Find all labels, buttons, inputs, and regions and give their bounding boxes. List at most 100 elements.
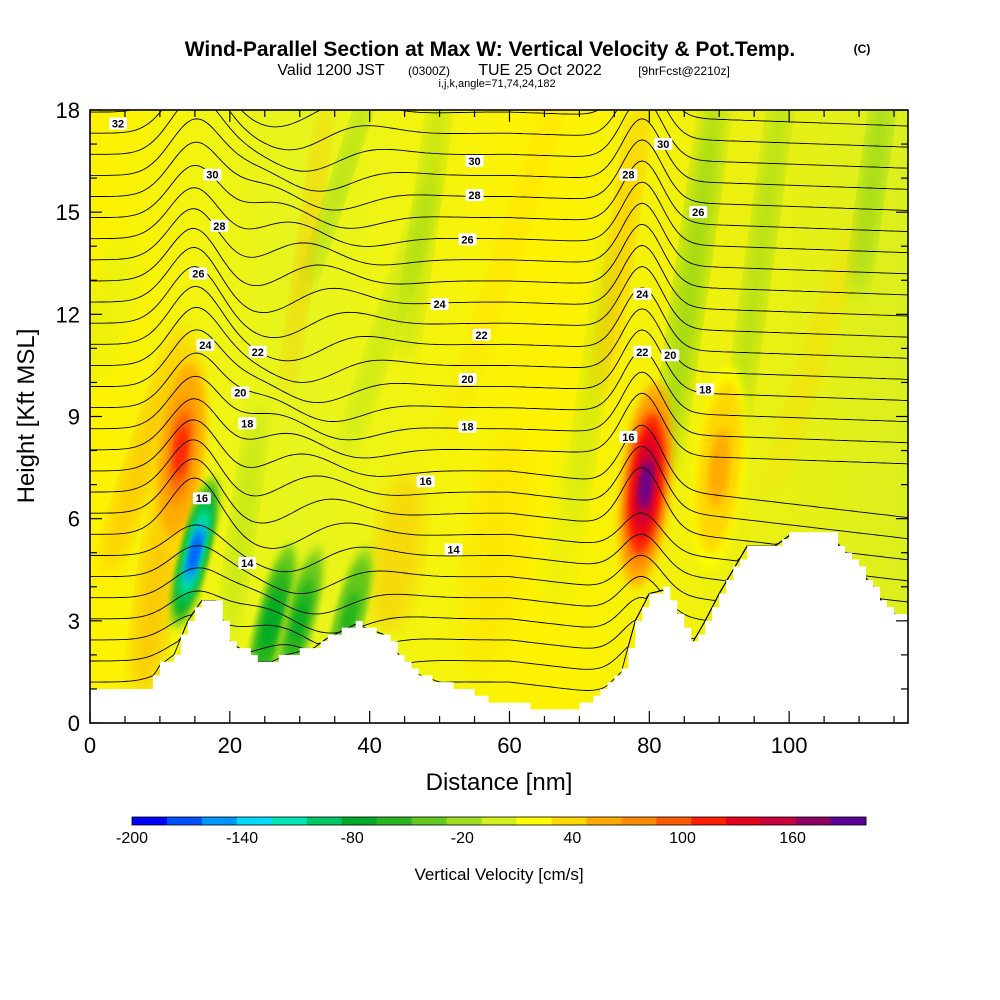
colorbar-tick-label: -20 — [451, 830, 474, 847]
colorbar-tick-label: 160 — [779, 830, 806, 847]
isentrope-label: 20 — [458, 373, 477, 386]
isentrope-label-text: 22 — [475, 330, 487, 342]
valid-time-utc: (0300Z) — [408, 64, 450, 78]
isentrope-label-text: 30 — [206, 170, 218, 182]
isentrope — [90, 110, 908, 172]
isentrope-label: 32 — [108, 117, 127, 131]
velocity-streak — [223, 399, 265, 638]
isentrope-label: 16 — [192, 492, 211, 505]
isentrope-label-text: 24 — [636, 289, 649, 301]
x-tick-label: 20 — [218, 733, 242, 758]
colorbar-tick-label: 40 — [564, 830, 582, 847]
colorbar-swatch — [132, 817, 168, 825]
isentrope-label: 22 — [472, 328, 491, 342]
isentrope — [90, 350, 908, 423]
velocity-streak — [852, 110, 894, 297]
isentrope — [90, 392, 908, 465]
x-tick-label: 80 — [637, 733, 661, 758]
velocity-streak — [659, 110, 723, 479]
isentrope — [90, 244, 908, 317]
isentrope — [90, 139, 908, 211]
isentrope — [90, 181, 908, 254]
colorbar-swatch — [201, 817, 238, 825]
colorbar-swatch — [796, 817, 832, 825]
colorbar-label: Vertical Velocity [cm/s] — [414, 865, 583, 884]
colorbar-swatch — [691, 817, 727, 825]
isentrope-label: 18 — [458, 420, 477, 434]
isentrope-label: 30 — [465, 155, 484, 168]
isentrope-label: 16 — [416, 475, 435, 488]
isentrope — [90, 419, 908, 519]
isentrope-label: 30 — [654, 138, 673, 151]
colorbar-swatch — [761, 817, 797, 825]
velocity-streak — [90, 237, 138, 391]
colorbar-tick-label: 100 — [669, 830, 696, 847]
colorbar-swatch — [376, 817, 413, 825]
isentrope — [90, 477, 908, 582]
isentrope-label: 24 — [196, 338, 215, 352]
copyright-mark: (C) — [854, 42, 871, 56]
colorbar-swatch — [446, 817, 483, 825]
isentrope-label-text: 22 — [252, 347, 264, 359]
isentrope-label: 14 — [238, 556, 257, 570]
x-tick-label: 40 — [357, 733, 381, 758]
colorbar-swatch — [306, 817, 343, 825]
colorbar-swatch — [516, 817, 552, 825]
isentrope-label-text: 18 — [699, 384, 711, 396]
isentrope-label: 16 — [619, 430, 638, 444]
colorbar-swatch — [656, 817, 692, 825]
isentrope-label: 26 — [189, 267, 208, 280]
colorbar-swatch — [831, 817, 867, 825]
isentrope-label-text: 30 — [468, 156, 480, 168]
colorbar-ticks: -200 -140 -80 -20 40 100 160 — [116, 830, 806, 847]
velocity-streak — [303, 110, 380, 293]
downdraft-cell — [247, 545, 296, 697]
y-axis: 0 3 6 9 12 15 18 — [56, 98, 908, 736]
terrain — [90, 532, 908, 723]
isentrope-label: 28 — [619, 168, 638, 182]
valid-date: TUE 25 Oct 2022 — [478, 62, 602, 79]
isentrope-label-text: 16 — [419, 476, 431, 488]
isentrope-label: 20 — [231, 386, 250, 400]
isentrope-label: 22 — [248, 345, 267, 359]
isentrope-label-text: 20 — [461, 374, 473, 386]
isentrope — [90, 307, 908, 383]
colorbar-swatch — [341, 817, 378, 825]
isentrope — [90, 329, 908, 404]
colorbar-swatch — [236, 817, 273, 825]
isentrope-label: 26 — [458, 233, 477, 246]
velocity-streak — [542, 419, 589, 618]
colorbar-swatch — [726, 817, 762, 825]
isentrope — [90, 202, 908, 275]
isentrope-label-text: 30 — [657, 139, 669, 151]
isentrope — [90, 458, 908, 561]
y-axis-label: Height [Kft MSL] — [13, 329, 40, 504]
y-tick-label: 12 — [56, 302, 80, 327]
x-tick-label: 0 — [84, 733, 96, 758]
isentrope-label-text: 24 — [433, 299, 446, 311]
velocity-streak — [461, 433, 530, 672]
forecast-info: [9hrFcst@2210z] — [638, 64, 730, 78]
colorbar-tick-label: -200 — [116, 830, 148, 847]
velocity-streak — [284, 110, 330, 395]
isentrope-label-text: 26 — [461, 234, 473, 246]
velocity-streak — [446, 110, 573, 437]
isentrope-label: 28 — [465, 189, 484, 202]
colorbar-swatch — [621, 817, 657, 825]
isentrope-label-text: 18 — [461, 422, 473, 434]
plot-area: 32 30 30 30 28 28 28 26 26 26 24 24 24 22 22 22 20 20 20 18… — [90, 110, 908, 723]
colorbar-swatch — [586, 817, 622, 825]
isentrope — [90, 118, 908, 192]
isentrope-label: 22 — [633, 345, 652, 359]
updraft-cell — [153, 348, 208, 554]
isentrope-label-text: 14 — [447, 544, 460, 556]
isentrope-label-text: 18 — [241, 418, 253, 430]
x-axis: 0 20 40 60 80 100 — [84, 110, 895, 758]
isentrope-label-text: 28 — [468, 190, 480, 202]
y-tick-label: 15 — [56, 200, 80, 225]
y-tick-label: 0 — [68, 711, 80, 736]
isentrope-label: 18 — [238, 417, 257, 430]
isentrope — [90, 439, 908, 540]
colorbar-swatch — [166, 817, 203, 825]
